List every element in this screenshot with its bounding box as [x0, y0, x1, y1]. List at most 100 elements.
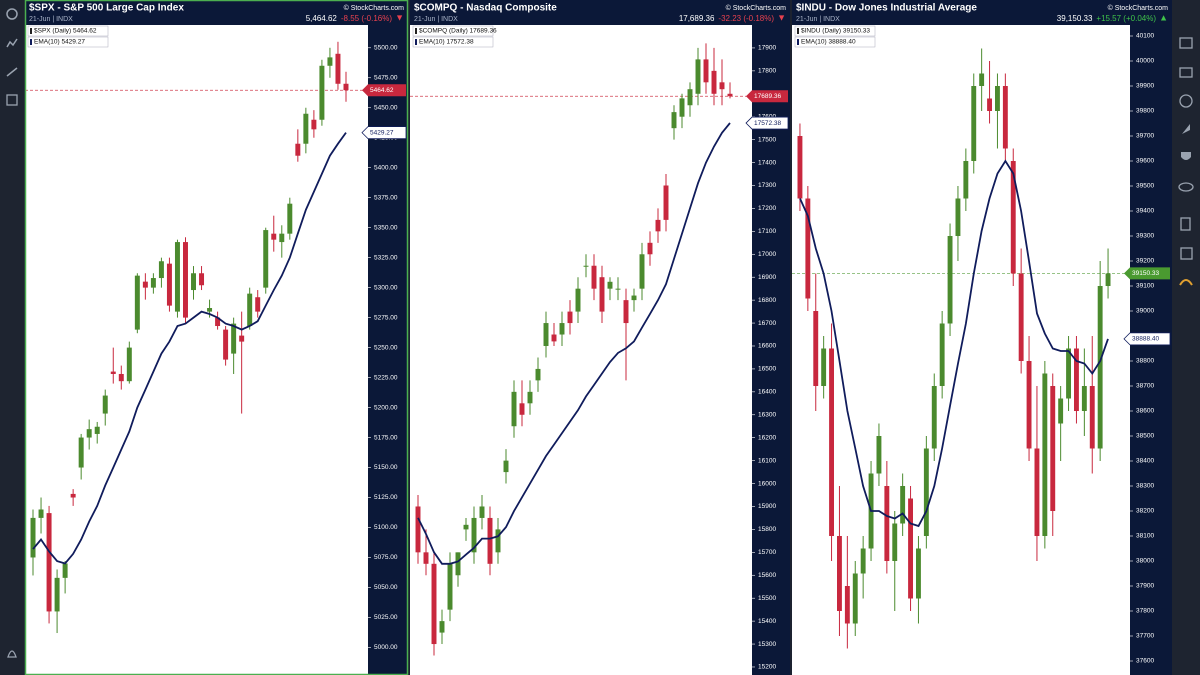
candle-body: [599, 277, 605, 312]
y-tick-label: 5125.00: [374, 494, 398, 501]
candle-body: [86, 429, 92, 438]
candle-body: [423, 552, 429, 564]
candle-body: [311, 119, 317, 130]
candle-body: [591, 265, 597, 289]
candle-body: [46, 513, 52, 612]
candle-body: [239, 335, 245, 342]
candle-body: [343, 83, 349, 91]
change-arrow: ▲: [1159, 12, 1168, 22]
price-marker-label: 5464.62: [370, 87, 394, 94]
image-icon[interactable]: [1179, 67, 1193, 78]
y-tick-label: 16700: [758, 320, 776, 327]
y-tick-label: 39300: [1136, 233, 1154, 240]
y-tick-label: 16600: [758, 343, 776, 350]
candle-body: [174, 242, 180, 312]
price-marker-label: 17689.36: [754, 93, 781, 100]
doc-icon[interactable]: [1180, 217, 1191, 231]
candle-body: [837, 536, 842, 611]
candle-body: [671, 112, 677, 129]
candle-body: [687, 89, 693, 106]
y-tick-label: 5075.00: [374, 554, 398, 561]
globe-icon[interactable]: [1179, 94, 1193, 108]
y-tick-label: 16400: [758, 389, 776, 396]
plot-area: [25, 25, 368, 675]
y-tick-label: 39700: [1136, 133, 1154, 140]
grid-icon[interactable]: [1179, 37, 1193, 49]
ema-line: [799, 159, 1109, 528]
header-bar: [410, 0, 790, 25]
candle-body: [215, 317, 221, 327]
y-tick-label: 15900: [758, 503, 776, 510]
y-tick-label: 15300: [758, 641, 776, 648]
settings-icon[interactable]: [6, 8, 18, 20]
candle-body: [1081, 386, 1087, 411]
candle-body: [527, 391, 533, 404]
y-tick-label: 37800: [1136, 608, 1154, 615]
y-tick-label: 38600: [1136, 408, 1154, 415]
candle-body: [876, 436, 882, 474]
y-tick-label: 17300: [758, 182, 776, 189]
y-tick-label: 39500: [1136, 183, 1154, 190]
legend-swatch: [415, 39, 417, 45]
ema-marker: [1123, 332, 1171, 346]
y-tick-label: 5400.00: [374, 164, 398, 171]
legend-text: EMA(10) 38888.40: [801, 39, 856, 46]
candle-body: [615, 288, 621, 290]
candle-body: [971, 86, 977, 161]
header-bar: [792, 0, 1172, 25]
chart-icon[interactable]: [6, 38, 18, 48]
candle-body: [575, 288, 581, 312]
candle-body: [102, 395, 108, 414]
candle-body: [639, 254, 645, 289]
rainbow-icon[interactable]: [1179, 279, 1193, 286]
y-tick-label: 15600: [758, 572, 776, 579]
candle-body: [38, 509, 44, 518]
candle-body: [1089, 386, 1095, 449]
candle-body: [923, 448, 929, 536]
y-tick-label: 39900: [1136, 83, 1154, 90]
chart-panel: $INDU - Dow Jones Industrial Average 21-J…: [792, 0, 1172, 675]
candle-body: [487, 517, 493, 564]
source: © StockCharts.com: [726, 4, 787, 12]
candle-body: [231, 323, 237, 354]
legend-box: [412, 36, 494, 48]
chart-title: $COMPQ - Nasdaq Composite: [414, 3, 557, 14]
change: -32.23 (-0.18%): [718, 14, 774, 23]
candle-body: [207, 308, 213, 312]
candle-body: [335, 53, 341, 84]
candle-body: [647, 242, 653, 255]
trophy-icon[interactable]: [1181, 152, 1191, 160]
candle-body: [829, 348, 834, 536]
candle-body: [94, 426, 100, 434]
apps-icon[interactable]: [1180, 247, 1193, 260]
y-tick-label: 15700: [758, 549, 776, 556]
rocket-icon[interactable]: [1182, 124, 1190, 134]
candle-body: [199, 273, 205, 286]
y-tick-label: 16300: [758, 411, 776, 418]
candle-body: [287, 203, 293, 234]
candle-body: [271, 233, 277, 240]
candle-body: [711, 70, 717, 94]
y-tick-label: 17900: [758, 45, 776, 52]
candle-body: [118, 373, 124, 382]
ema-marker-label: 5429.27: [370, 129, 394, 136]
y-tick-label: 16100: [758, 457, 776, 464]
price-marker: [362, 84, 406, 97]
layout-icon[interactable]: [6, 94, 18, 106]
candle-body: [263, 230, 269, 288]
y-tick-label: 16000: [758, 480, 776, 487]
candle-body: [70, 493, 76, 498]
candle-body: [279, 233, 285, 243]
y-tick-label: 37600: [1136, 658, 1154, 665]
y-tick-label: 16800: [758, 297, 776, 304]
cloud-icon[interactable]: [1178, 182, 1194, 192]
candle-body: [247, 293, 253, 327]
header-bar: [25, 0, 408, 25]
candle-body: [223, 329, 229, 360]
candle-body: [327, 57, 333, 66]
tools-icon[interactable]: [6, 67, 18, 77]
candle-body: [295, 143, 301, 156]
alert-icon[interactable]: [7, 650, 17, 658]
legend-text: EMA(10) 17572.38: [419, 39, 474, 46]
y-tick-label: 5325.00: [374, 254, 398, 261]
